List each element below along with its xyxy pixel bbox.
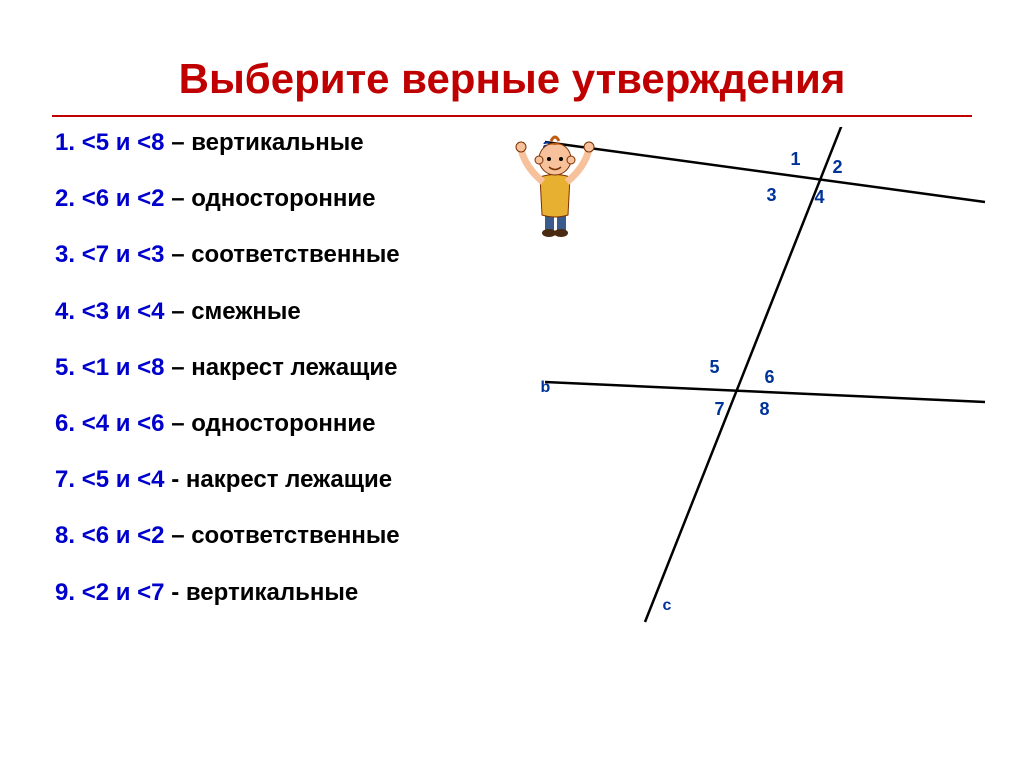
item-angles: <6 и <2 <box>82 522 165 549</box>
list-item: 1. <5 и <8 – вертикальные <box>55 127 515 158</box>
item-angles: <3 и <4 <box>82 298 165 325</box>
angle-label-4: 4 <box>815 187 825 208</box>
angle-label-6: 6 <box>765 367 775 388</box>
angle-label-1: 1 <box>791 149 801 170</box>
item-angles: <4 и <6 <box>82 410 165 437</box>
item-angles: <1 и <8 <box>82 354 165 381</box>
item-number: 7. <box>55 466 75 493</box>
item-angles: <2 и <7 <box>82 579 165 606</box>
angle-label-8: 8 <box>760 399 770 420</box>
item-angles: <5 и <4 <box>82 466 165 493</box>
item-desc: - накрест лежащие <box>171 466 392 493</box>
list-item: 6. <4 и <6 – односторонние <box>55 408 515 439</box>
list-item: 9. <2 и <7 - вертикальные <box>55 577 515 608</box>
item-desc: - вертикальные <box>171 579 358 606</box>
item-number: 2. <box>55 185 75 212</box>
item-desc: – вертикальные <box>171 129 363 156</box>
line-label-b: b <box>541 379 551 397</box>
list-item: 2. <6 и <2 – односторонние <box>55 183 515 214</box>
item-number: 9. <box>55 579 75 606</box>
list-item: 4. <3 и <4 – смежные <box>55 296 515 327</box>
geometry-diagram: a b c 1 2 3 4 5 6 7 8 <box>515 127 994 687</box>
item-number: 1. <box>55 129 75 156</box>
statement-list: 1. <5 и <8 – вертикальные 2. <6 и <2 – о… <box>55 127 515 687</box>
list-item: 5. <1 и <8 – накрест лежащие <box>55 352 515 383</box>
angle-label-7: 7 <box>715 399 725 420</box>
item-number: 5. <box>55 354 75 381</box>
item-desc: – односторонние <box>171 185 375 212</box>
line-label-c: c <box>663 597 672 615</box>
item-desc: – накрест лежащие <box>171 354 397 381</box>
line-a <box>545 142 985 202</box>
angle-label-2: 2 <box>833 157 843 178</box>
item-angles: <5 и <8 <box>82 129 165 156</box>
item-number: 8. <box>55 522 75 549</box>
item-number: 3. <box>55 241 75 268</box>
item-angles: <6 и <2 <box>82 185 165 212</box>
item-desc: – соответственные <box>171 522 399 549</box>
angle-label-5: 5 <box>710 357 720 378</box>
item-desc: – смежные <box>171 298 301 325</box>
list-item: 7. <5 и <4 - накрест лежащие <box>55 464 515 495</box>
item-angles: <7 и <3 <box>82 241 165 268</box>
list-item: 3. <7 и <3 – соответственные <box>55 239 515 270</box>
angle-label-3: 3 <box>767 185 777 206</box>
boy-icon <box>515 127 595 237</box>
page-title: Выберите верные утверждения <box>52 0 972 117</box>
item-number: 4. <box>55 298 75 325</box>
list-item: 8. <6 и <2 – соответственные <box>55 520 515 551</box>
item-number: 6. <box>55 410 75 437</box>
item-desc: – односторонние <box>171 410 375 437</box>
content-area: 1. <5 и <8 – вертикальные 2. <6 и <2 – о… <box>0 117 1024 687</box>
item-desc: – соответственные <box>171 241 399 268</box>
